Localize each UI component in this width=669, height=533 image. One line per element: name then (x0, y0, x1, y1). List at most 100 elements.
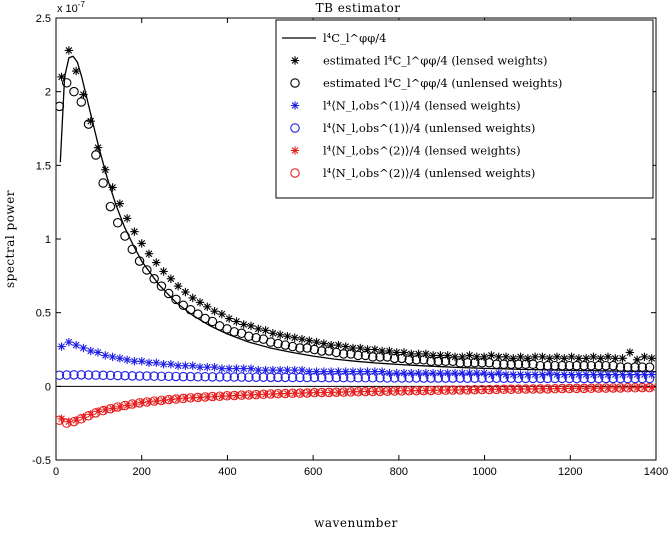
data-point-circle (579, 360, 589, 371)
data-point-circle (397, 373, 407, 383)
data-point-circle (433, 385, 444, 396)
y-tick-label: 1 (45, 234, 51, 246)
data-point-asterisk (385, 368, 394, 378)
data-point-asterisk (632, 355, 642, 365)
data-point-circle (630, 362, 640, 372)
data-point-asterisk (603, 352, 613, 362)
x-tick-label: 1400 (644, 466, 668, 478)
data-point-circle (367, 373, 378, 383)
data-point-circle (637, 362, 648, 372)
data-point-circle (455, 358, 465, 368)
legend-label: l⁴⟨N_l,obs^(2)⟩/4 (lensed weights) (323, 144, 521, 158)
data-point-circle (557, 360, 567, 371)
data-point-asterisk (581, 354, 591, 363)
data-point-circle (462, 385, 473, 395)
data-point-asterisk (86, 116, 95, 126)
data-point-asterisk (501, 352, 511, 362)
data-point-circle (535, 384, 546, 394)
data-point-circle (112, 402, 123, 412)
data-point-circle (134, 398, 145, 408)
data-point-asterisk (399, 368, 409, 378)
data-point-asterisk (261, 365, 270, 375)
data-point-circle (360, 386, 371, 397)
series-3 (56, 78, 655, 372)
data-point-circle (389, 386, 400, 396)
data-point-circle (557, 383, 567, 394)
data-point-circle (462, 373, 473, 383)
data-point-circle (491, 384, 502, 395)
data-point-circle (178, 393, 189, 404)
data-point-asterisk (181, 287, 190, 297)
series-2 (57, 46, 656, 365)
data-point-circle (542, 384, 553, 394)
legend-entry-7: l⁴⟨N_l,obs^(2)⟩/4 (unlensed weights) (290, 166, 535, 180)
data-point-circle (331, 372, 342, 383)
data-point-circle (229, 390, 240, 401)
y-tick-label: 2.5 (36, 13, 51, 25)
data-point-circle (375, 373, 385, 383)
data-point-asterisk (122, 214, 132, 223)
data-point-circle (462, 358, 473, 368)
data-point-circle (520, 373, 531, 384)
data-point-circle (309, 344, 320, 355)
data-point-asterisk (195, 362, 205, 372)
data-point-circle (477, 373, 487, 383)
data-point-circle (542, 373, 553, 384)
data-point-asterisk (57, 72, 66, 82)
y-tick-label: 0.5 (36, 308, 51, 320)
data-point-asterisk (115, 402, 125, 412)
legend-asterisk-swatch (290, 146, 300, 155)
data-point-circle (426, 385, 436, 396)
data-point-asterisk (494, 352, 503, 362)
data-point-asterisk (246, 364, 256, 373)
data-point-asterisk (203, 362, 212, 372)
data-point-circle (484, 358, 495, 368)
data-point-asterisk (487, 351, 496, 360)
data-point-circle (520, 384, 531, 394)
data-point-circle (214, 391, 225, 401)
data-point-asterisk (552, 352, 562, 362)
data-point-asterisk (203, 302, 212, 311)
data-point-asterisk (115, 199, 125, 208)
data-point-asterisk (618, 354, 627, 363)
legend-asterisk-swatch (290, 56, 300, 65)
x-axis-label: wavenumber (314, 516, 398, 530)
legend-circle-swatch (290, 168, 300, 178)
data-point-circle (360, 350, 371, 361)
data-point-circle (448, 373, 458, 383)
data-point-circle (302, 372, 312, 383)
data-point-asterisk (144, 358, 154, 367)
data-point-asterisk (93, 143, 103, 152)
data-point-asterisk (217, 364, 227, 373)
data-point-circle (397, 386, 407, 396)
data-point-asterisk (64, 337, 74, 347)
data-point-circle (535, 360, 546, 371)
chart-title: TB estimator (316, 1, 401, 15)
data-point-circle (608, 360, 618, 371)
data-point-asterisk (363, 345, 372, 354)
data-point-circle (593, 373, 604, 384)
data-point-circle (265, 389, 276, 399)
data-point-circle (571, 383, 582, 394)
data-point-circle (280, 388, 291, 399)
data-point-asterisk (538, 352, 547, 362)
data-point-circle (382, 386, 393, 396)
legend-label: estimated l⁴C_l^φφ/4 (unlensed weights) (323, 76, 562, 90)
data-point-asterisk (254, 324, 263, 334)
data-point-circle (469, 373, 480, 383)
legend-label: l⁴C_l^φφ/4 (323, 31, 386, 45)
data-point-circle (120, 370, 130, 381)
data-point-circle (302, 343, 312, 353)
data-point-circle (586, 360, 597, 371)
data-point-circle (622, 373, 633, 384)
y-tick-label: 2 (45, 87, 51, 99)
data-point-asterisk (326, 340, 336, 350)
legend-entry-6: l⁴⟨N_l,obs^(2)⟩/4 (lensed weights) (290, 144, 521, 158)
data-point-circle (382, 373, 393, 383)
data-point-circle (346, 373, 356, 383)
data-point-circle (302, 388, 312, 398)
data-point-circle (644, 362, 655, 372)
data-point-circle (360, 373, 371, 383)
data-point-asterisk (458, 368, 467, 378)
data-point-circle (528, 373, 538, 384)
